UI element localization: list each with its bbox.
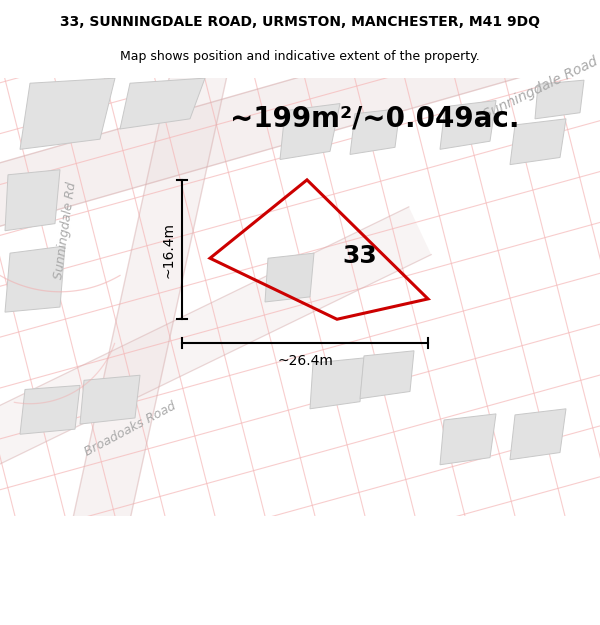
Text: Sunningdale Rd: Sunningdale Rd (52, 181, 78, 280)
Polygon shape (440, 414, 496, 465)
Text: Broadoaks Road: Broadoaks Road (82, 399, 178, 459)
Text: ~199m²/~0.049ac.: ~199m²/~0.049ac. (230, 105, 520, 133)
Polygon shape (73, 62, 227, 532)
Polygon shape (20, 78, 115, 149)
Text: ~26.4m: ~26.4m (277, 354, 333, 368)
Polygon shape (0, 207, 431, 468)
Text: 33, SUNNINGDALE ROAD, URMSTON, MANCHESTER, M41 9DQ: 33, SUNNINGDALE ROAD, URMSTON, MANCHESTE… (60, 15, 540, 29)
Polygon shape (510, 409, 566, 459)
Text: 33: 33 (343, 244, 377, 268)
Polygon shape (5, 170, 60, 231)
Polygon shape (350, 109, 400, 154)
Polygon shape (0, 0, 600, 229)
Polygon shape (120, 78, 205, 129)
Polygon shape (20, 386, 80, 434)
Polygon shape (535, 80, 584, 119)
Polygon shape (280, 104, 340, 159)
Text: Map shows position and indicative extent of the property.: Map shows position and indicative extent… (120, 50, 480, 62)
Polygon shape (310, 358, 364, 409)
Text: Sunningdale Road: Sunningdale Road (481, 54, 599, 122)
Polygon shape (265, 253, 314, 302)
Text: ~16.4m: ~16.4m (161, 222, 175, 278)
Polygon shape (360, 351, 414, 399)
Polygon shape (510, 119, 566, 164)
Polygon shape (5, 246, 65, 312)
Polygon shape (80, 375, 140, 424)
Polygon shape (440, 101, 496, 149)
